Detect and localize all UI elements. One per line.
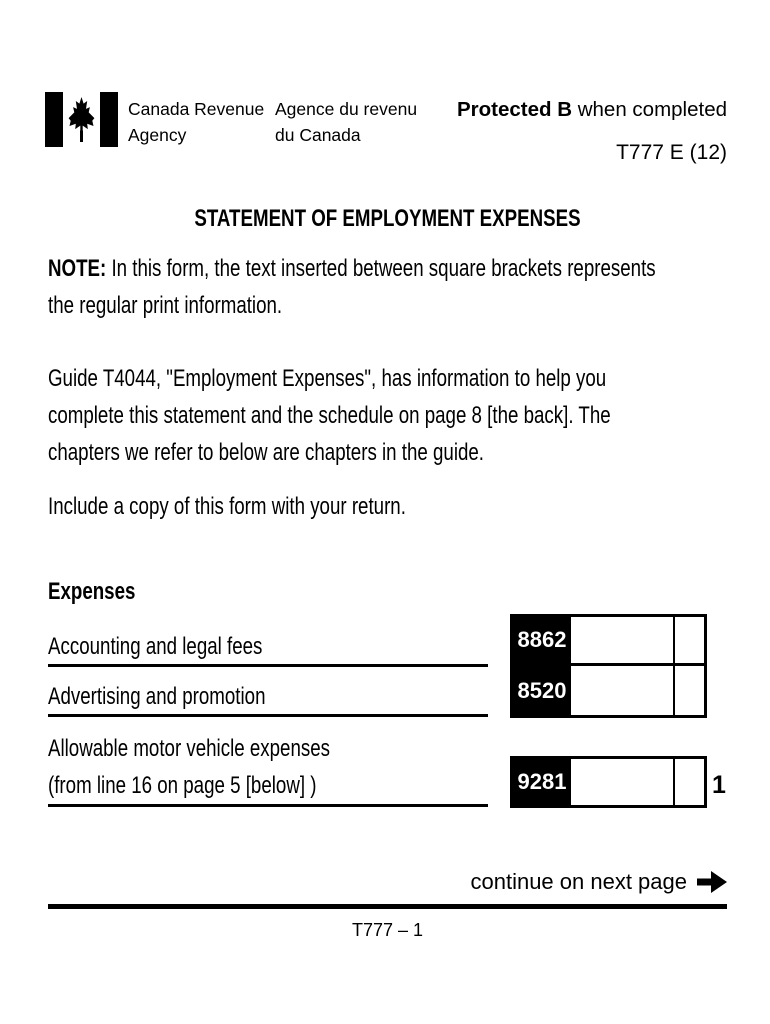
guide-paragraph: Guide T4044, "Employment Expenses", has … [48, 365, 611, 466]
page-title: STATEMENT OF EMPLOYMENT EXPENSES [194, 205, 581, 232]
amount-cents-field[interactable] [673, 617, 704, 663]
note-paragraph: NOTE: In this form, the text inserted be… [48, 250, 734, 324]
amount-dollars-field[interactable] [571, 617, 673, 663]
field-code-8862: 8862 [513, 617, 571, 663]
expense-label-advertising: Advertising and promotion [48, 683, 266, 710]
note-text: In this form, the text inserted between … [48, 255, 656, 319]
expense-underline-3 [48, 804, 488, 807]
field-row-8520: 8520 [513, 666, 704, 715]
expense-underline-2 [48, 714, 488, 717]
expense-underline-1 [48, 664, 488, 667]
continue-note: continue on next page [470, 869, 727, 895]
protected-b-bold: Protected B [456, 98, 573, 121]
amount-cents-field[interactable] [673, 759, 704, 805]
expenses-heading: Expenses [48, 578, 136, 605]
amount-dollars-field[interactable] [571, 666, 673, 715]
protected-b-rest: when completed [572, 98, 727, 121]
field-code-8520: 8520 [513, 666, 571, 715]
agency-name-english: Canada Revenue Agency [128, 99, 265, 145]
line-number-1: 1 [712, 771, 726, 799]
expense-label-accounting: Accounting and legal fees [48, 633, 263, 660]
continue-text: continue on next page [470, 869, 687, 894]
amount-cents-field[interactable] [673, 666, 704, 715]
note-label: NOTE: [48, 255, 107, 282]
canada-flag-icon [45, 92, 118, 147]
include-paragraph: Include a copy of this form with your re… [48, 493, 406, 520]
arrow-right-icon [697, 871, 727, 893]
expense-label-motor-vehicle: Allowable motor vehicle expenses (from l… [48, 735, 330, 799]
field-block-rows-1-2: 8862 8520 [510, 614, 707, 718]
field-block-row-3: 9281 [510, 756, 707, 808]
header-right: Protected B when completed T777 E (12) [457, 97, 727, 165]
field-row-9281: 9281 [513, 759, 704, 805]
amount-dollars-field[interactable] [571, 759, 673, 805]
form-code: T777 E (12) [616, 141, 727, 164]
protected-b-label: Protected B when completed [457, 97, 727, 123]
field-code-9281: 9281 [513, 759, 571, 805]
footer-rule [48, 904, 727, 909]
field-row-8862: 8862 [513, 617, 704, 666]
agency-name-french: Agence du revenu du Canada [275, 99, 418, 145]
page-number-label: T777 – 1 [351, 920, 424, 940]
